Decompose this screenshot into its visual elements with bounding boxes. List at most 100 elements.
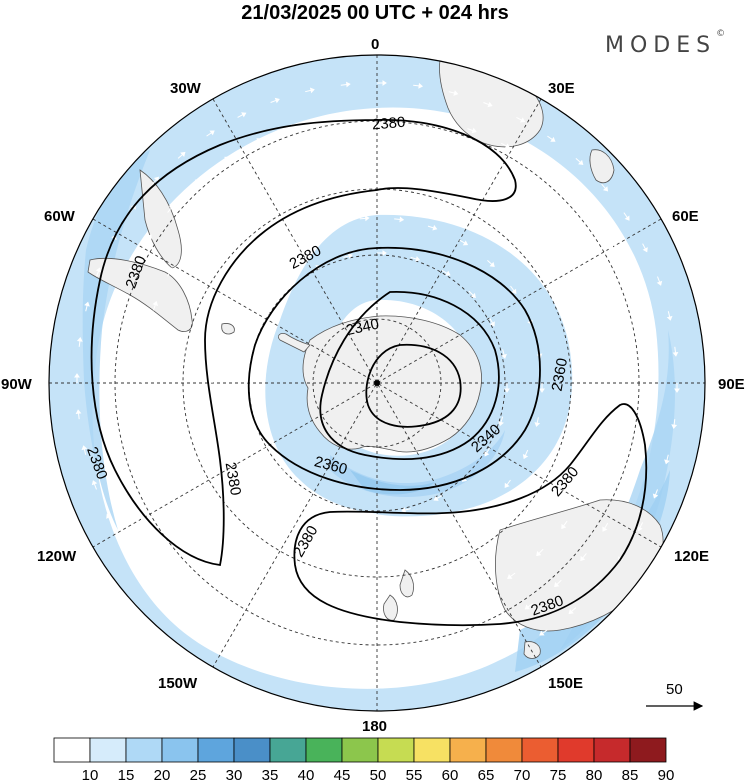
wind-arrow-head	[501, 353, 507, 359]
wind-arrow-head	[440, 605, 446, 612]
wind-arrow-head	[268, 253, 274, 259]
wind-arrow-head	[580, 555, 586, 562]
wind-arrow-head	[544, 218, 551, 224]
wind-arrow-head	[671, 424, 678, 429]
wind-arrow-head	[261, 658, 267, 665]
wind-arrow-head	[104, 373, 110, 378]
wind-arrow-head	[333, 504, 339, 510]
wind-arrow-head	[106, 513, 112, 519]
wind-arrow-head	[400, 111, 406, 117]
wind-arrow-head	[161, 545, 167, 551]
madagascar	[589, 149, 615, 184]
colorbar-label: 15	[118, 767, 135, 782]
wind-arrow-head	[225, 306, 232, 313]
wind-arrow-head	[140, 514, 146, 521]
wind-arrow-head	[535, 163, 541, 169]
wind-arrow-head	[563, 187, 569, 193]
wind-arrow-head	[487, 101, 493, 108]
wind-arrow-head	[635, 314, 642, 320]
map-title: 21/03/2025 00 UTC + 024 hrs	[241, 2, 509, 24]
colorbar-label: 45	[334, 767, 351, 782]
colorbar-label: 80	[586, 767, 603, 782]
wind-arrow-head	[536, 550, 542, 557]
wind-arrow-head	[453, 90, 459, 96]
wind-arrow-head	[221, 441, 227, 447]
wind-arrow-head	[76, 337, 83, 342]
wind-arrow-head	[474, 592, 481, 598]
wind-arrow-head	[382, 145, 387, 151]
wind-arrow-head	[517, 193, 524, 199]
lon-label-0: 0	[371, 36, 379, 53]
colorbar-swatch	[341, 737, 379, 763]
wind-arrow-head	[309, 87, 315, 94]
colorbar-swatch	[197, 737, 235, 763]
wind-arrow-head	[95, 267, 102, 273]
wind-arrow-head	[264, 309, 270, 315]
lon-label-90e: 90E	[718, 376, 745, 393]
wind-arrow-head	[507, 573, 513, 579]
lon-label-120e: 120E	[674, 548, 709, 565]
colorbar-swatch	[269, 737, 307, 763]
wind-arrow-head	[519, 117, 526, 123]
wind-arrow-head	[81, 445, 88, 451]
contour-label: 2380	[222, 461, 245, 497]
contour-2320	[365, 343, 462, 428]
colorbar-swatch	[89, 737, 127, 763]
wind-arrow-head	[212, 209, 218, 216]
colorbar-label: 10	[82, 767, 99, 782]
wind-arrow-head	[237, 471, 243, 478]
wind-arrow-head	[274, 97, 280, 104]
colorbar-swatch	[233, 737, 271, 763]
wind-arrow-head	[385, 649, 391, 656]
wind-arrow-head	[619, 494, 626, 500]
wind-arrow-head	[330, 221, 336, 228]
wind-arrow-head	[278, 467, 284, 474]
wind-arrow-head	[511, 288, 517, 295]
colorbar-label: 55	[406, 767, 423, 782]
wind-arrow-head	[462, 240, 469, 246]
wind-arrow-head	[308, 154, 314, 161]
lon-label-120w: 120W	[37, 548, 77, 565]
wind-arrow-head	[259, 439, 265, 445]
colorbar-swatch	[629, 737, 667, 763]
wind-arrow-head	[142, 336, 149, 342]
wind-arrow-head	[632, 460, 639, 466]
wind-arrow-head	[652, 493, 659, 499]
wind-arrow-head	[399, 216, 405, 223]
wind-arrow-head	[644, 388, 650, 393]
wind-arrow-head	[348, 649, 354, 655]
colorbar-swatch	[53, 737, 91, 763]
wind-arrow-head	[539, 388, 545, 393]
wind-arrow-head	[470, 292, 476, 299]
lon-label-60w: 60W	[44, 208, 76, 225]
wind-arrow-head	[605, 424, 612, 430]
lon-label-180: 180	[362, 718, 387, 735]
contour-2380-outer	[90, 119, 517, 566]
colorbar-label: 60	[442, 767, 459, 782]
wind-arrow-head	[181, 513, 187, 519]
colorbar-swatch	[557, 737, 595, 763]
wind-arrow-head	[297, 234, 304, 240]
wind-arrow-head	[436, 116, 442, 123]
wind-arrow-head	[550, 136, 556, 142]
wind-arrow-head	[128, 266, 135, 272]
wind-arrow-head	[124, 545, 130, 551]
contour-2340	[319, 291, 500, 461]
graticule	[49, 55, 705, 711]
wind-arrow-head	[439, 672, 445, 679]
wind-arrow-head	[624, 279, 630, 285]
wind-arrow-head	[484, 451, 490, 457]
wind-arrow-head	[624, 215, 630, 221]
wind-arrow-head	[112, 446, 119, 452]
lon-label-150e: 150E	[548, 675, 583, 692]
colorbar-label: 85	[622, 767, 639, 782]
wind-arrow-head	[213, 339, 220, 344]
wind-arrow-head	[180, 151, 186, 158]
south-america	[87, 257, 193, 332]
wind-arrow-head	[578, 159, 584, 165]
brand-logo: MODES©	[605, 29, 726, 58]
wind-arrow-head	[286, 284, 293, 290]
wind-arrow-head	[152, 300, 159, 307]
wind-arrow-head	[458, 636, 464, 643]
longitude-labels: 0 180 90W 90E 30W 30E 60W 60E 120W 120E …	[1, 36, 745, 735]
